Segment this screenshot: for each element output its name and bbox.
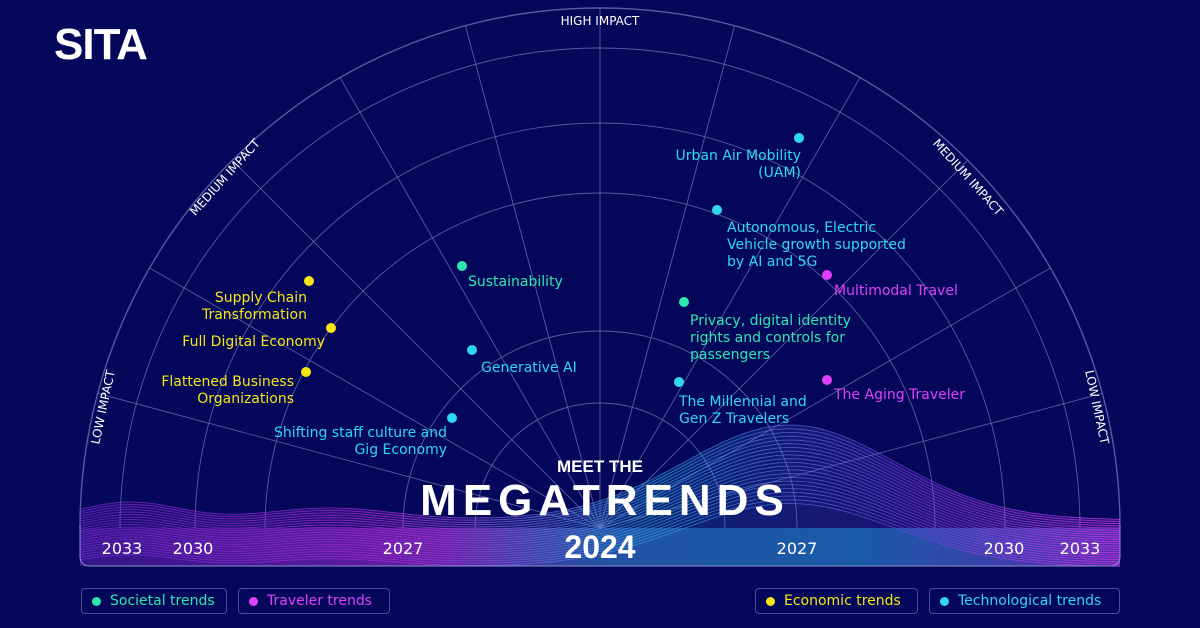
- radar-spoke: [97, 392, 601, 529]
- title-year: 2024: [564, 529, 635, 565]
- wave-band: [79, 424, 1121, 567]
- trend-label-line: by AI and 5G: [727, 254, 817, 270]
- trend-label-line: rights and controls for: [690, 330, 845, 346]
- trend-dot-technological: [467, 345, 477, 355]
- trend-label: Multimodal Travel: [834, 283, 958, 299]
- radar-spoke: [599, 77, 861, 529]
- impact-label-medium-left: MEDIUM IMPACT: [187, 136, 263, 218]
- trend-label-line: The Millennial and: [678, 394, 807, 410]
- trend-label-line: Gen Z Travelers: [679, 411, 789, 427]
- title-meet-the: MEET THE: [557, 457, 643, 476]
- trend-dot-societal: [679, 297, 689, 307]
- trend-label: Supply Chain Transformation: [201, 290, 307, 323]
- trend-label: Full Digital Economy: [182, 334, 325, 350]
- wave-line: [79, 480, 1121, 554]
- trend-dot-technological: [712, 205, 722, 215]
- legend-traveler[interactable]: Traveler trends: [238, 588, 390, 614]
- impact-label-high: HIGH IMPACT: [561, 14, 640, 28]
- legend-societal[interactable]: Societal trends: [81, 588, 227, 614]
- trend-label-line: Shifting staff culture and: [274, 425, 447, 441]
- economic-dot-icon: [766, 596, 775, 606]
- trend-dot-economic: [304, 276, 314, 286]
- trend-label-line: Supply Chain: [215, 290, 307, 306]
- band-outline: [79, 526, 1121, 567]
- year-label-right: 2033: [1060, 539, 1101, 558]
- trend-label-line: Flattened Business: [161, 374, 294, 390]
- impact-label-medium-right: MEDIUM IMPACT: [930, 136, 1006, 218]
- impact-label-low-left: LOW IMPACT: [88, 368, 118, 445]
- trend-label-line: Transformation: [201, 307, 307, 323]
- trend-label-line: Generative AI: [481, 360, 577, 376]
- year-label-left: 2030: [173, 539, 214, 558]
- trend-label: Autonomous, Electric Vehicle growth suppo…: [727, 220, 906, 270]
- wave-line: [79, 495, 1121, 563]
- trend-dot-technological: [447, 413, 457, 423]
- legend-technological[interactable]: Technological trends: [929, 588, 1120, 614]
- wave-fill: [80, 425, 1120, 528]
- legend-traveler-label: Traveler trends: [267, 593, 373, 609]
- year-label-left: 2033: [102, 539, 143, 558]
- trend-label: Generative AI: [481, 360, 577, 376]
- radar-spoke: [149, 267, 601, 529]
- title-megatrends: MEGATRENDS: [420, 476, 790, 525]
- wave-line: [79, 484, 1121, 556]
- year-label-right: 2030: [984, 539, 1025, 558]
- trend-label-line: Full Digital Economy: [182, 334, 325, 350]
- wave-line: [79, 499, 1121, 565]
- trend-label-line: Autonomous, Electric: [727, 220, 876, 236]
- trend-label: The Millennial and Gen Z Travelers: [678, 394, 807, 427]
- trend-label-line: Urban Air Mobility: [676, 148, 801, 164]
- year-label-left: 2027: [383, 539, 424, 558]
- trend-dot-technological: [794, 133, 804, 143]
- trend-label-line: Vehicle growth supported: [727, 237, 906, 253]
- societal-dot-icon: [92, 596, 101, 606]
- trend-label-line: The Aging Traveler: [833, 387, 965, 403]
- trend-label: Urban Air Mobility (UAM): [676, 148, 801, 181]
- trend-dot-traveler: [822, 270, 832, 280]
- year-label-right: 2027: [777, 539, 818, 558]
- wave-line: [79, 503, 1121, 567]
- trend-points: Urban Air Mobility (UAM) Autonomous, Elect…: [161, 133, 965, 458]
- radar-spoke: [599, 159, 969, 529]
- sita-logo: SITA: [54, 20, 148, 69]
- traveler-dot-icon: [249, 596, 258, 606]
- trend-label: The Aging Traveler: [833, 387, 965, 403]
- radar-grid: [79, 7, 1121, 529]
- legend-economic-label: Economic trends: [784, 593, 901, 609]
- trend-dot-economic: [301, 367, 311, 377]
- trend-dot-economic: [326, 323, 336, 333]
- trend-label-line: Privacy, digital identity: [690, 313, 851, 329]
- radar-spoke: [599, 25, 736, 529]
- technological-dot-icon: [940, 596, 949, 606]
- legend-economic[interactable]: Economic trends: [755, 588, 918, 614]
- legend-societal-label: Societal trends: [110, 593, 215, 609]
- trend-label-line: passengers: [690, 347, 770, 363]
- trend-label-line: Sustainability: [468, 274, 563, 290]
- trend-label: Privacy, digital identity rights and cont…: [690, 313, 851, 363]
- radar-spoke: [464, 25, 601, 529]
- impact-label-low-right: LOW IMPACT: [1082, 369, 1112, 446]
- wave-line: [79, 491, 1121, 560]
- trend-label-line: Multimodal Travel: [834, 283, 958, 299]
- legend-technological-label: Technological trends: [958, 593, 1102, 609]
- trend-label-line: Organizations: [197, 391, 294, 407]
- radar-spoke: [231, 159, 601, 529]
- trend-label: Flattened Business Organizations: [161, 374, 294, 407]
- trend-label: Sustainability: [468, 274, 563, 290]
- radar-spoke: [339, 77, 601, 529]
- wave-line: [79, 488, 1121, 558]
- trend-dot-traveler: [822, 375, 832, 385]
- trend-label: Shifting staff culture and Gig Economy: [274, 425, 447, 458]
- trend-label-line: Gig Economy: [354, 442, 447, 458]
- trend-label-line: (UAM): [758, 165, 801, 181]
- trend-dot-societal: [457, 261, 467, 271]
- trend-dot-technological: [674, 377, 684, 387]
